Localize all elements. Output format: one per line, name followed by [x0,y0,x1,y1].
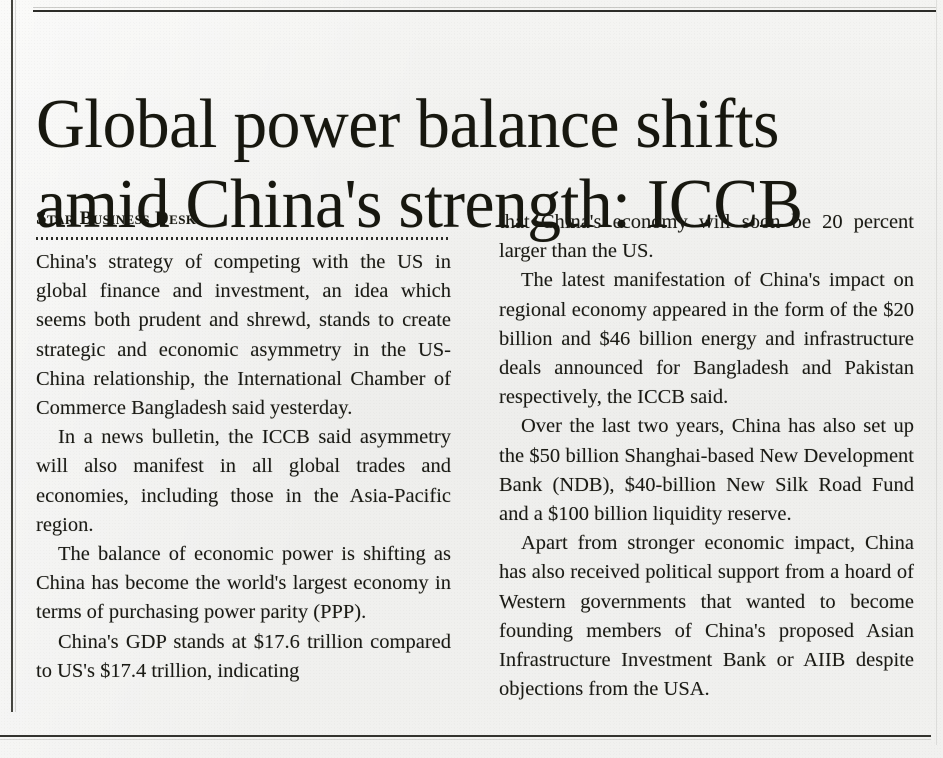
paragraph: China's strategy of competing with the U… [36,251,451,420]
paragraph: Over the last two years, China has also … [499,415,914,526]
headline-line-1: Global power balance shifts [36,85,779,163]
article-column-2: that China's economy will soon be 20 per… [499,208,914,720]
paragraph: Apart from stronger economic impact, Chi… [499,532,914,701]
left-vertical-hairline [15,0,16,712]
article-headline: Global power balance shifts amid China's… [36,85,905,245]
article-body-columns: Star Business Desk China's strategy of c… [36,208,934,720]
paragraph: The balance of economic power is shiftin… [36,543,451,624]
left-vertical-rule [11,0,13,712]
bottom-rule [0,735,931,737]
paragraph: China's GDP stands at $17.6 trillion com… [36,630,451,682]
headline-line-2: amid China's strength: ICCB [36,165,803,243]
right-edge-hairline [936,0,937,745]
article-column-1: Star Business Desk China's strategy of c… [36,208,451,720]
paragraph: The latest manifestation of China's impa… [499,269,914,409]
paragraph: In a news bulletin, the ICCB said asymme… [36,426,451,536]
top-rule-hairline [33,7,936,8]
top-rule [33,10,936,12]
paragraph: that China's economy will soon be 20 per… [499,211,914,263]
bottom-rule-hairline [0,739,931,740]
byline-dotted-separator [36,237,451,240]
article-byline: Star Business Desk [36,208,197,229]
